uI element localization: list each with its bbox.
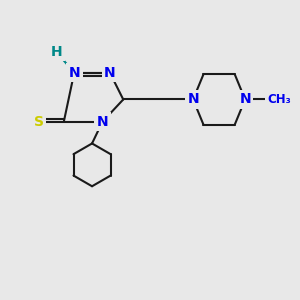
Text: N: N — [68, 66, 80, 80]
Text: S: S — [34, 115, 44, 129]
Text: N: N — [104, 66, 116, 80]
Text: N: N — [187, 92, 199, 106]
Text: N: N — [239, 92, 251, 106]
Text: H: H — [51, 45, 62, 59]
Text: CH₃: CH₃ — [267, 93, 291, 106]
Text: N: N — [97, 115, 108, 129]
